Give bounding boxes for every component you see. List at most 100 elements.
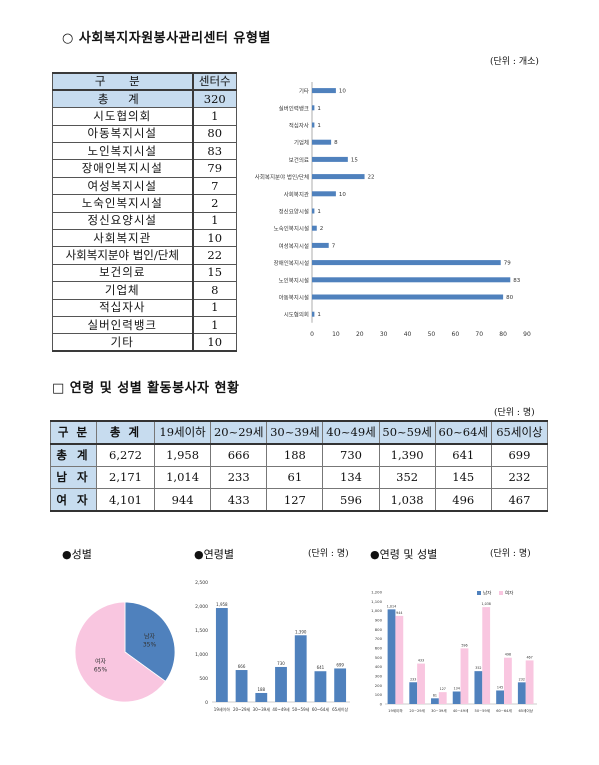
bar (312, 242, 329, 248)
table-row: 노숙인복지시설 2 (52, 194, 237, 213)
row-value: 83 (191, 142, 237, 161)
row-label: 노숙인복지시설 (52, 194, 193, 213)
data-label: 233 (410, 677, 416, 681)
category-label: 보건의료 (289, 157, 309, 164)
section1-title: ○ 사회복지자원봉사관리센터 유형별 (62, 31, 271, 46)
table-header: 19세이하 (153, 420, 212, 445)
data-label: 1 (317, 106, 321, 112)
table-header: 65세이상 (490, 420, 549, 445)
row-value: 1 (191, 107, 237, 126)
data-label: 22 (368, 175, 375, 181)
row-value: 1 (191, 298, 237, 317)
data-label: 944 (396, 611, 402, 615)
bar (312, 294, 504, 300)
row-label: 아동복지시설 (52, 124, 193, 144)
table-header: 60~64세 (434, 420, 492, 445)
section2-unit: (단위 : 명) (494, 408, 535, 418)
table-row: 정신요양시설 1 (52, 211, 237, 231)
data-label: 1,958 (216, 602, 228, 607)
row-label: 정신요양시설 (52, 211, 193, 231)
pie-slice (124, 601, 176, 682)
data-label: 10 (339, 192, 346, 198)
bar (312, 260, 501, 266)
table-row: 보건의료 15 (52, 263, 237, 283)
bar (312, 191, 336, 197)
table-cell: 134 (322, 465, 380, 489)
y-tick-label: 800 (375, 627, 383, 632)
y-tick-label: 200 (375, 683, 383, 688)
category-label: 기타 (299, 87, 309, 95)
x-tick-label: 20 (356, 331, 364, 338)
bar (312, 208, 315, 214)
data-label: 641 (317, 665, 325, 670)
table-header: 20~29세 (210, 420, 268, 445)
row-label: 장애인복지시설 (52, 159, 193, 178)
y-tick-label: 1,200 (371, 590, 382, 595)
row-value: 1 (191, 315, 237, 335)
table-cell: 699 (490, 443, 549, 467)
table-cell: 433 (210, 488, 268, 512)
y-tick-label: 0 (380, 702, 383, 707)
table-row: 총 계 6,272 1,958 666 188 730 1,390 641 699 (50, 443, 549, 467)
x-tick-label: 50~59세 (475, 708, 490, 713)
y-tick-label: 700 (375, 636, 383, 641)
data-label: 145 (497, 685, 503, 689)
data-label: 1,014 (387, 604, 396, 608)
x-tick-label: 50 (428, 331, 436, 338)
bar (460, 648, 469, 704)
row-label: 기타 (52, 333, 193, 353)
row-label: 여 자 (50, 488, 97, 512)
row-value: 10 (191, 333, 237, 353)
bar (235, 670, 248, 702)
category-label: 아동복지시설 (279, 294, 309, 302)
table-header: 30~39세 (266, 420, 324, 445)
row-label: 노인복지시설 (52, 142, 193, 161)
x-tick-label: 30 (380, 331, 388, 338)
row-label: 사회복지분야 법인/단체 (52, 246, 193, 265)
table-cell: 666 (210, 443, 268, 467)
row-value: 79 (191, 159, 237, 178)
slice-label: 남자 (144, 633, 156, 641)
table-row: 사회복지분야 법인/단체 22 (52, 246, 237, 265)
legend-label: 남자 (483, 590, 492, 597)
row-label: 사회복지관 (52, 229, 193, 248)
center-type-table: 구 분 센터수 총 계 320 시도협의회 1 아동복지시설 80 노인복지시설 83 장애인복… (52, 71, 237, 353)
y-tick-label: 1,100 (371, 599, 382, 604)
bar (312, 174, 365, 180)
age-gender-bar-chart: 0 100 200 300 400 500 600 700 800 900 1,000 1,100 1,… (371, 590, 537, 713)
category-label: 기업체 (294, 139, 309, 147)
table-cell: 6,272 (96, 443, 155, 467)
data-label: 83 (513, 278, 520, 284)
table-cell: 496 (434, 488, 492, 512)
x-tick-label: 30~39세 (431, 708, 446, 713)
table-cell: 352 (378, 465, 436, 489)
row-value: 80 (191, 124, 237, 144)
bar (312, 88, 336, 94)
y-tick-label: 600 (375, 646, 383, 651)
section2-title: □ 연령 및 성별 활동봉사자 현황 (52, 381, 240, 396)
data-label: 699 (336, 662, 344, 667)
table-header: 총 계 (96, 420, 155, 445)
x-tick-label: 65세이상 (332, 706, 348, 712)
data-label: 1 (317, 312, 321, 318)
bar (312, 277, 511, 283)
slice-label: 여자 (95, 657, 107, 665)
y-tick-label: 1,500 (195, 628, 208, 634)
y-tick-label: 500 (375, 655, 383, 660)
table-cell: 232 (490, 465, 549, 489)
bar (387, 609, 396, 704)
row-value: 1 (191, 211, 237, 231)
x-tick-label: 40 (404, 331, 412, 338)
x-tick-label: 90 (523, 331, 531, 338)
bar (312, 156, 348, 162)
y-tick-label: 500 (199, 676, 208, 682)
row-value: 2 (191, 194, 237, 213)
row-label: 시도협의회 (52, 107, 193, 126)
data-label: 15 (351, 157, 358, 163)
gender-caption: ●성별 (62, 548, 92, 561)
x-tick-label: 19세이하 (214, 706, 230, 712)
category-label: 여성복지시설 (279, 242, 309, 250)
table-row: 장애인복지시설 79 (52, 159, 237, 178)
